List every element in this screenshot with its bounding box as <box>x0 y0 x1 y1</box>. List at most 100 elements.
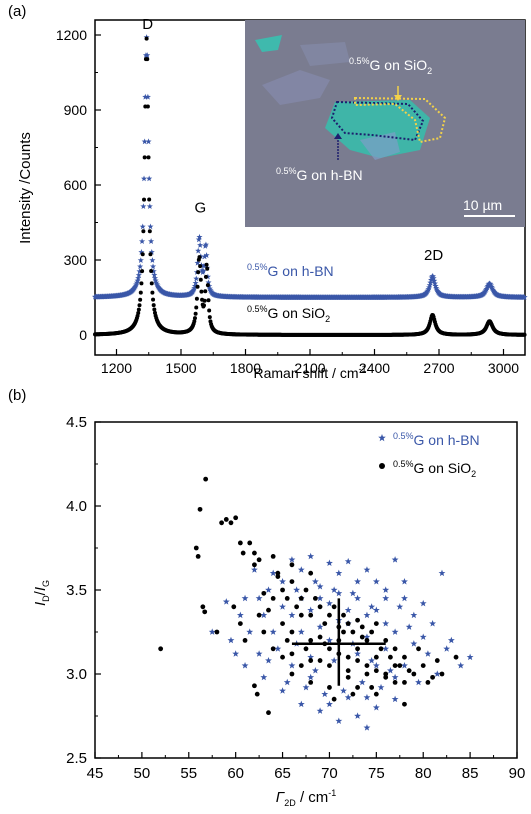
scatter-point-dot <box>308 638 314 643</box>
scatter-point-dot <box>289 651 295 657</box>
scatter-point-star <box>405 623 413 630</box>
spectrum-point-dot <box>146 155 151 160</box>
scatter-point-star <box>391 556 399 563</box>
scatter-point-dot <box>373 691 379 697</box>
scatter-point-dot <box>223 517 229 522</box>
scatter-point-dot <box>270 554 276 559</box>
spectrum-point-dot <box>207 315 212 320</box>
scatter-point-dot <box>420 663 426 668</box>
scatter-point-star <box>316 583 324 590</box>
scatter-point-dot <box>247 540 253 546</box>
spectrum-point-star <box>195 247 202 254</box>
spectrum-point-star <box>193 275 200 282</box>
scatter-point-star <box>410 611 418 619</box>
panel-a-ylabel: Intensity /Counts <box>17 132 34 244</box>
spectrum-point-star <box>191 282 199 289</box>
scatter-point-dot <box>345 674 351 680</box>
spectrum-point-star <box>521 294 528 300</box>
scatter-point-star <box>363 611 371 619</box>
scatter-point-star <box>297 628 305 635</box>
spectrum-point-dot <box>193 311 198 316</box>
spectrum-point-dot <box>198 264 203 269</box>
spectrum-point-star <box>152 277 159 284</box>
spectrum-point-star <box>489 286 497 293</box>
spectrum-point-dot <box>149 269 154 274</box>
scatter-point-star <box>363 724 371 731</box>
scatter-point-dot <box>203 476 209 482</box>
spectrum-point-star <box>139 238 146 245</box>
scatter-point-dot <box>383 674 389 680</box>
scatter-point-star <box>354 594 361 602</box>
scatter-point-dot <box>364 671 370 677</box>
spectrum-point-star <box>196 233 203 240</box>
scatter-point-star <box>297 700 305 708</box>
scatter-point-dot <box>228 520 234 526</box>
scatter-point-dot <box>303 646 309 652</box>
spectrum-hbn <box>91 34 528 300</box>
spectrum-point-star <box>144 93 151 100</box>
scatter-point-dot <box>280 587 285 593</box>
peak-label: G <box>195 200 207 217</box>
scatter-point-dot <box>308 570 314 576</box>
spectrum-point-star <box>488 283 495 290</box>
panel-b-legend: 0.5%G on h-BN 0.5%G on SiO2 <box>378 431 480 479</box>
scatter-point-star <box>326 636 333 644</box>
y-tick-label-a: 0 <box>79 327 87 343</box>
scatter-point-star <box>279 578 286 585</box>
spectrum-point-star <box>427 279 434 286</box>
y-tick-label-a: 300 <box>64 252 88 268</box>
panel-b-plot-area <box>158 476 474 731</box>
scatter-point-dot <box>193 545 199 551</box>
scatter-point-dot <box>392 646 398 652</box>
scatter-point-star <box>227 636 235 644</box>
scatter-point-star <box>433 670 441 677</box>
legend-marker-star <box>378 434 386 442</box>
spectrum-point-star <box>138 249 145 255</box>
scatter-point-dot <box>254 691 260 697</box>
scatter-point-dot <box>341 629 346 635</box>
spectrum-point-dot <box>142 197 147 202</box>
spectrum-point-star <box>487 281 494 287</box>
scatter-point-dot <box>402 680 407 685</box>
spectrum-point-star <box>135 272 142 278</box>
spectrum-point-star <box>205 279 212 286</box>
spectrum-point-dot <box>141 229 146 234</box>
scatter-point-star <box>438 569 446 577</box>
spectrum-point-star <box>150 263 157 270</box>
spectrum-point-star <box>430 275 437 281</box>
scatter-point-dot <box>214 629 220 635</box>
scatter-point-dot <box>355 658 360 663</box>
peak-labels: D G 2D <box>142 16 443 264</box>
x-tick-label-b: 45 <box>87 765 104 782</box>
spectrum-point-dot <box>194 296 199 301</box>
scatter-point-dot <box>312 596 318 601</box>
spectrum-point-star <box>429 273 437 280</box>
spectrum-point-dot <box>148 252 153 257</box>
y-tick-label-b: 4.0 <box>66 498 87 515</box>
scatter-point-star <box>274 645 282 652</box>
scatter-point-dot <box>284 596 290 601</box>
peak-label: 2D <box>424 247 443 264</box>
scatter-point-dot <box>266 607 271 613</box>
panel-a-xlabel: Raman shift / cm-1 <box>253 364 366 381</box>
scatter-point-star <box>279 603 286 610</box>
scatter-point-dot <box>237 621 243 626</box>
scatter-point-dot <box>345 621 351 626</box>
spectrum-point-star <box>142 93 149 100</box>
spectrum-point-star <box>426 284 433 291</box>
scatter-point-dot <box>289 562 295 568</box>
scatter-point-dot <box>355 685 360 690</box>
panel-b-ylabel: ID/IG <box>32 580 51 606</box>
scatter-point-star <box>396 603 404 610</box>
spectrum-point-star <box>150 268 157 274</box>
inset-graphene-patch-2 <box>300 42 350 66</box>
spectrum-point-dot <box>151 303 156 308</box>
spectrum-point-star <box>206 285 213 292</box>
scatter-point-dot <box>402 654 407 660</box>
legend-label-hbn: 0.5%G on h-BN <box>393 431 480 448</box>
scatter-point-dot <box>327 663 332 668</box>
spectrum-point-star <box>201 253 208 260</box>
spectrum-point-dot <box>194 305 199 310</box>
inset-micrograph: 0.5%G on SiO2 0.5%G on h-BN 10 µm <box>245 20 525 227</box>
scatter-point-star <box>391 628 399 635</box>
